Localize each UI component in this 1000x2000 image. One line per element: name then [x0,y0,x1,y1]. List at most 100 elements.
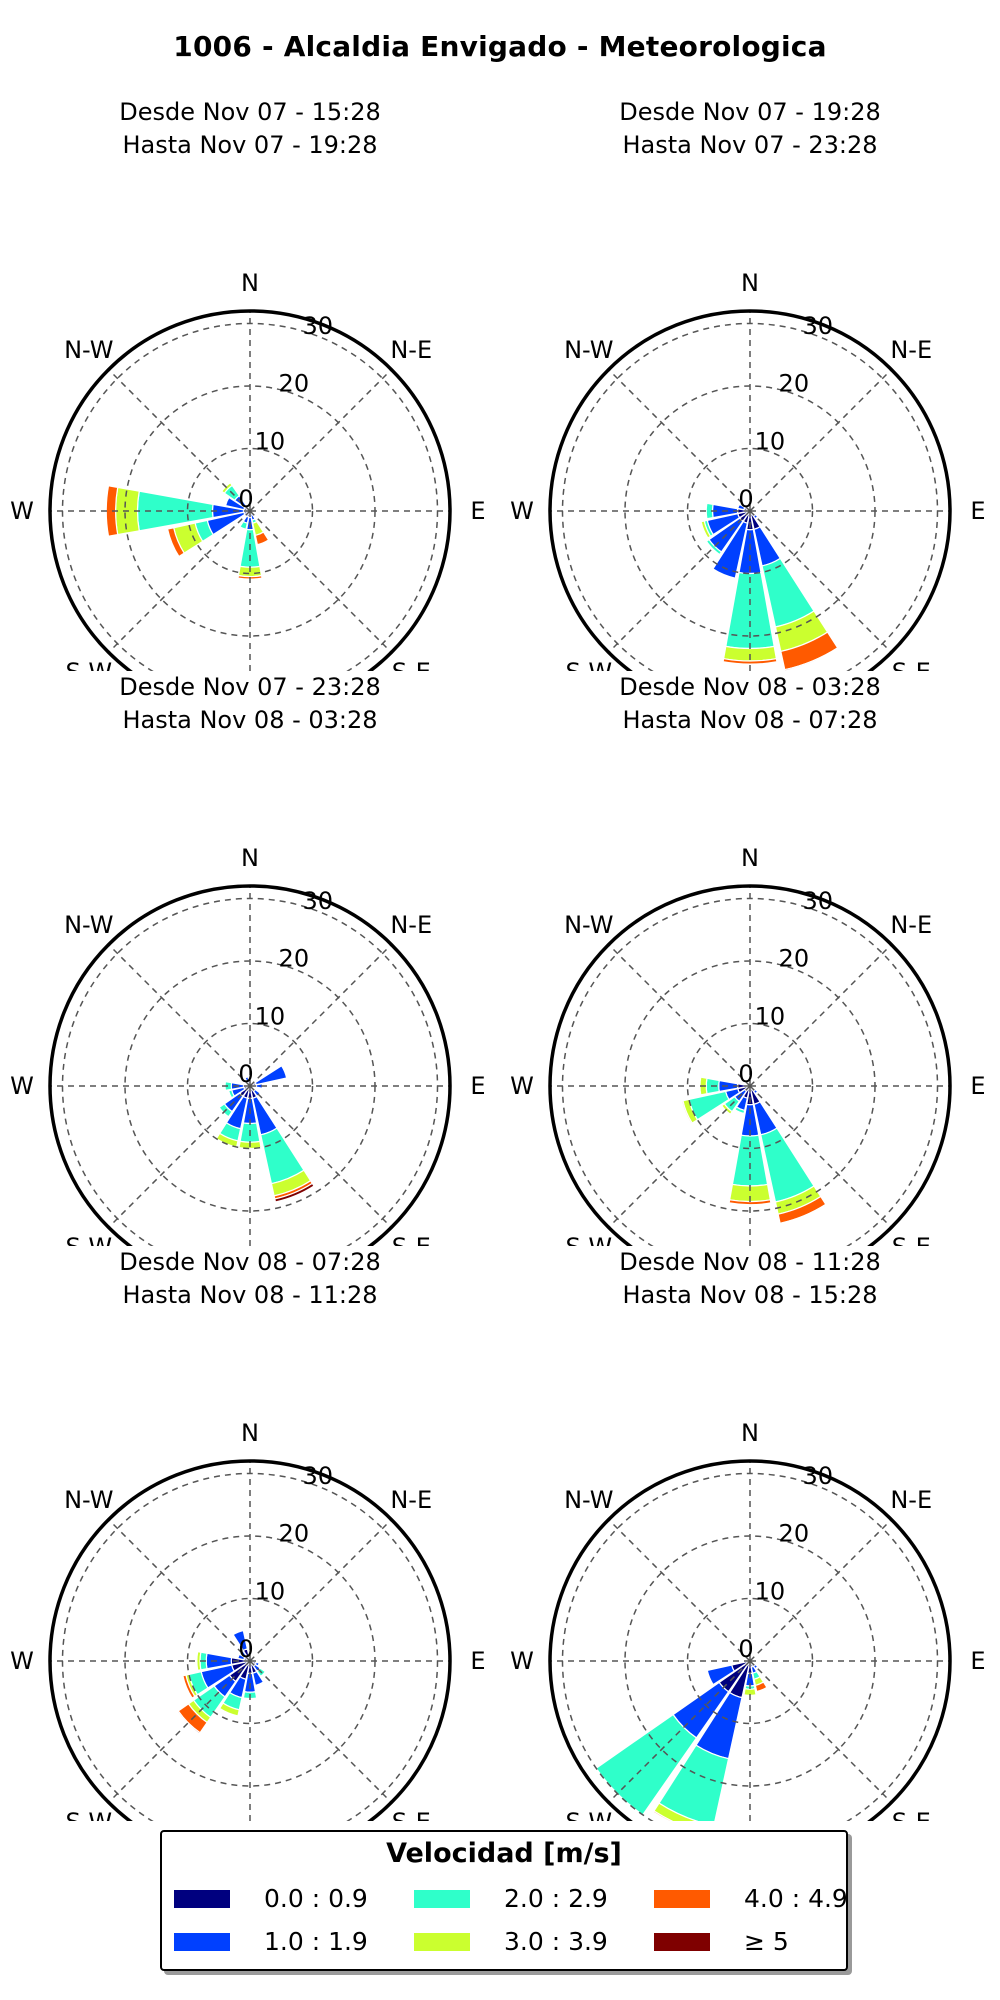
panel-title-hasta: Hasta Nov 07 - 23:28 [622,131,878,159]
radial-tick-label: 0 [238,1635,253,1663]
radial-tick-label: 0 [738,1060,753,1088]
legend-label: 1.0 : 1.9 [264,1927,368,1956]
grid-spoke [749,944,892,1087]
grid-circle [186,447,314,575]
direction-label-south-west: S-W [65,658,112,671]
grid-spoke [249,1085,392,1228]
panel-title-desde: Desde Nov 07 - 23:28 [119,673,381,701]
outer-circle [548,884,952,1246]
wind-wedge [700,520,712,539]
direction-label-north-east: N-E [890,1486,932,1514]
grid-spoke [608,944,751,1087]
legend-label: 3.0 : 3.9 [504,1927,608,1956]
grid-spoke [108,944,251,1087]
grid-spoke [249,944,392,1087]
direction-label-south-west: S-W [565,1808,612,1821]
wind-wedge [706,1664,736,1686]
wind-wedge [754,1681,768,1693]
panel-title-hasta: Hasta Nov 08 - 15:28 [622,1281,878,1309]
grid-spoke [749,1519,892,1662]
panel-title: Desde Nov 07 - 15:28 Hasta Nov 07 - 19:28 [0,96,500,162]
radial-tick-label: 10 [755,1577,786,1605]
direction-label-north-east: N-E [890,911,932,939]
direction-label-north: N [741,269,759,297]
wind-wedge [227,1089,236,1099]
wind-wedge [224,1080,233,1092]
wind-wedge [232,1629,249,1652]
direction-label-north-east: N-E [890,336,932,364]
radial-tick-label: 20 [279,370,310,398]
direction-label-west: W [510,497,534,525]
outer-circle [548,309,952,671]
direction-label-west: W [510,1647,534,1675]
radial-tick-label: 10 [255,1002,286,1030]
direction-label-south-east: S-E [392,1808,431,1821]
grid-circle [186,1022,314,1150]
panel-title: Desde Nov 08 - 11:28 Hasta Nov 08 - 15:28 [500,1246,1000,1312]
radial-tick-label: 30 [802,1462,833,1490]
windrose-panel: Desde Nov 08 - 07:28 Hasta Nov 08 - 11:28… [0,1246,500,1821]
direction-label-south-west: S-W [65,1233,112,1246]
panel-title-desde: Desde Nov 07 - 19:28 [619,98,881,126]
radial-tick-label: 30 [302,1462,333,1490]
grid-spoke [749,1660,892,1803]
wind-wedge [705,538,723,556]
legend-label: 2.0 : 2.9 [504,1884,608,1913]
panel-title: Desde Nov 07 - 19:28 Hasta Nov 07 - 23:28 [500,96,1000,162]
wind-wedge [752,513,759,520]
wind-wedge [734,1106,746,1115]
direction-label-north: N [241,844,259,872]
legend-label: ≥ 5 [744,1927,789,1956]
radial-tick-label: 20 [279,945,310,973]
wind-wedge [680,1100,693,1125]
direction-label-north: N [241,1419,259,1447]
direction-label-east: E [470,497,485,525]
windrose-panel: Desde Nov 07 - 19:28 Hasta Nov 07 - 23:28… [500,96,1000,671]
wind-wedge [779,1203,828,1226]
direction-label-north-east: N-E [390,336,432,364]
direction-label-north-west: N-W [64,911,113,939]
wind-wedge [237,1653,246,1661]
direction-label-west: W [510,1072,534,1100]
direction-label-east: E [970,1072,985,1100]
wind-wedge [720,1103,733,1116]
wind-wedge [254,531,270,546]
radial-tick-label: 10 [755,1002,786,1030]
wind-wedge [722,657,778,665]
grid-spoke [108,369,251,512]
windrose-panel: Desde Nov 07 - 15:28 Hasta Nov 07 - 19:28… [0,96,500,671]
panel-title-hasta: Hasta Nov 07 - 19:28 [122,131,378,159]
direction-label-south-east: S-E [892,658,931,671]
direction-label-north-west: N-W [64,1486,113,1514]
radial-tick-label: 10 [755,427,786,455]
direction-label-south-west: S-W [565,658,612,671]
outer-circle [48,884,452,1246]
legend-title: Velocidad [m/s] [386,1838,622,1869]
windrose-panel: Desde Nov 07 - 23:28 Hasta Nov 08 - 03:28… [0,671,500,1246]
direction-label-south-west: S-W [565,1233,612,1246]
direction-label-east: E [470,1647,485,1675]
outer-circle [48,1459,452,1821]
direction-label-north-west: N-W [564,1486,613,1514]
legend: Velocidad [m/s] 0.0 : 0.9 1.0 : 1.9 2.0 … [160,1830,848,1971]
grid-spoke [608,1660,751,1803]
legend-swatch [414,1933,470,1951]
outer-circle [48,309,452,671]
direction-label-north-west: N-W [564,911,613,939]
grid-spoke [608,510,751,653]
panel-title-desde: Desde Nov 07 - 15:28 [119,98,381,126]
direction-label-north: N [741,1419,759,1447]
windrose-panel: Desde Nov 08 - 03:28 Hasta Nov 08 - 07:28… [500,671,1000,1246]
direction-label-west: W [10,497,34,525]
direction-label-south-east: S-E [392,1233,431,1246]
wind-wedge [254,1661,260,1667]
panel-title-desde: Desde Nov 08 - 03:28 [619,673,881,701]
grid-spoke [249,369,392,512]
radial-tick-label: 20 [279,1520,310,1548]
wind-wedge [244,1076,251,1085]
legend-swatch [414,1890,470,1908]
